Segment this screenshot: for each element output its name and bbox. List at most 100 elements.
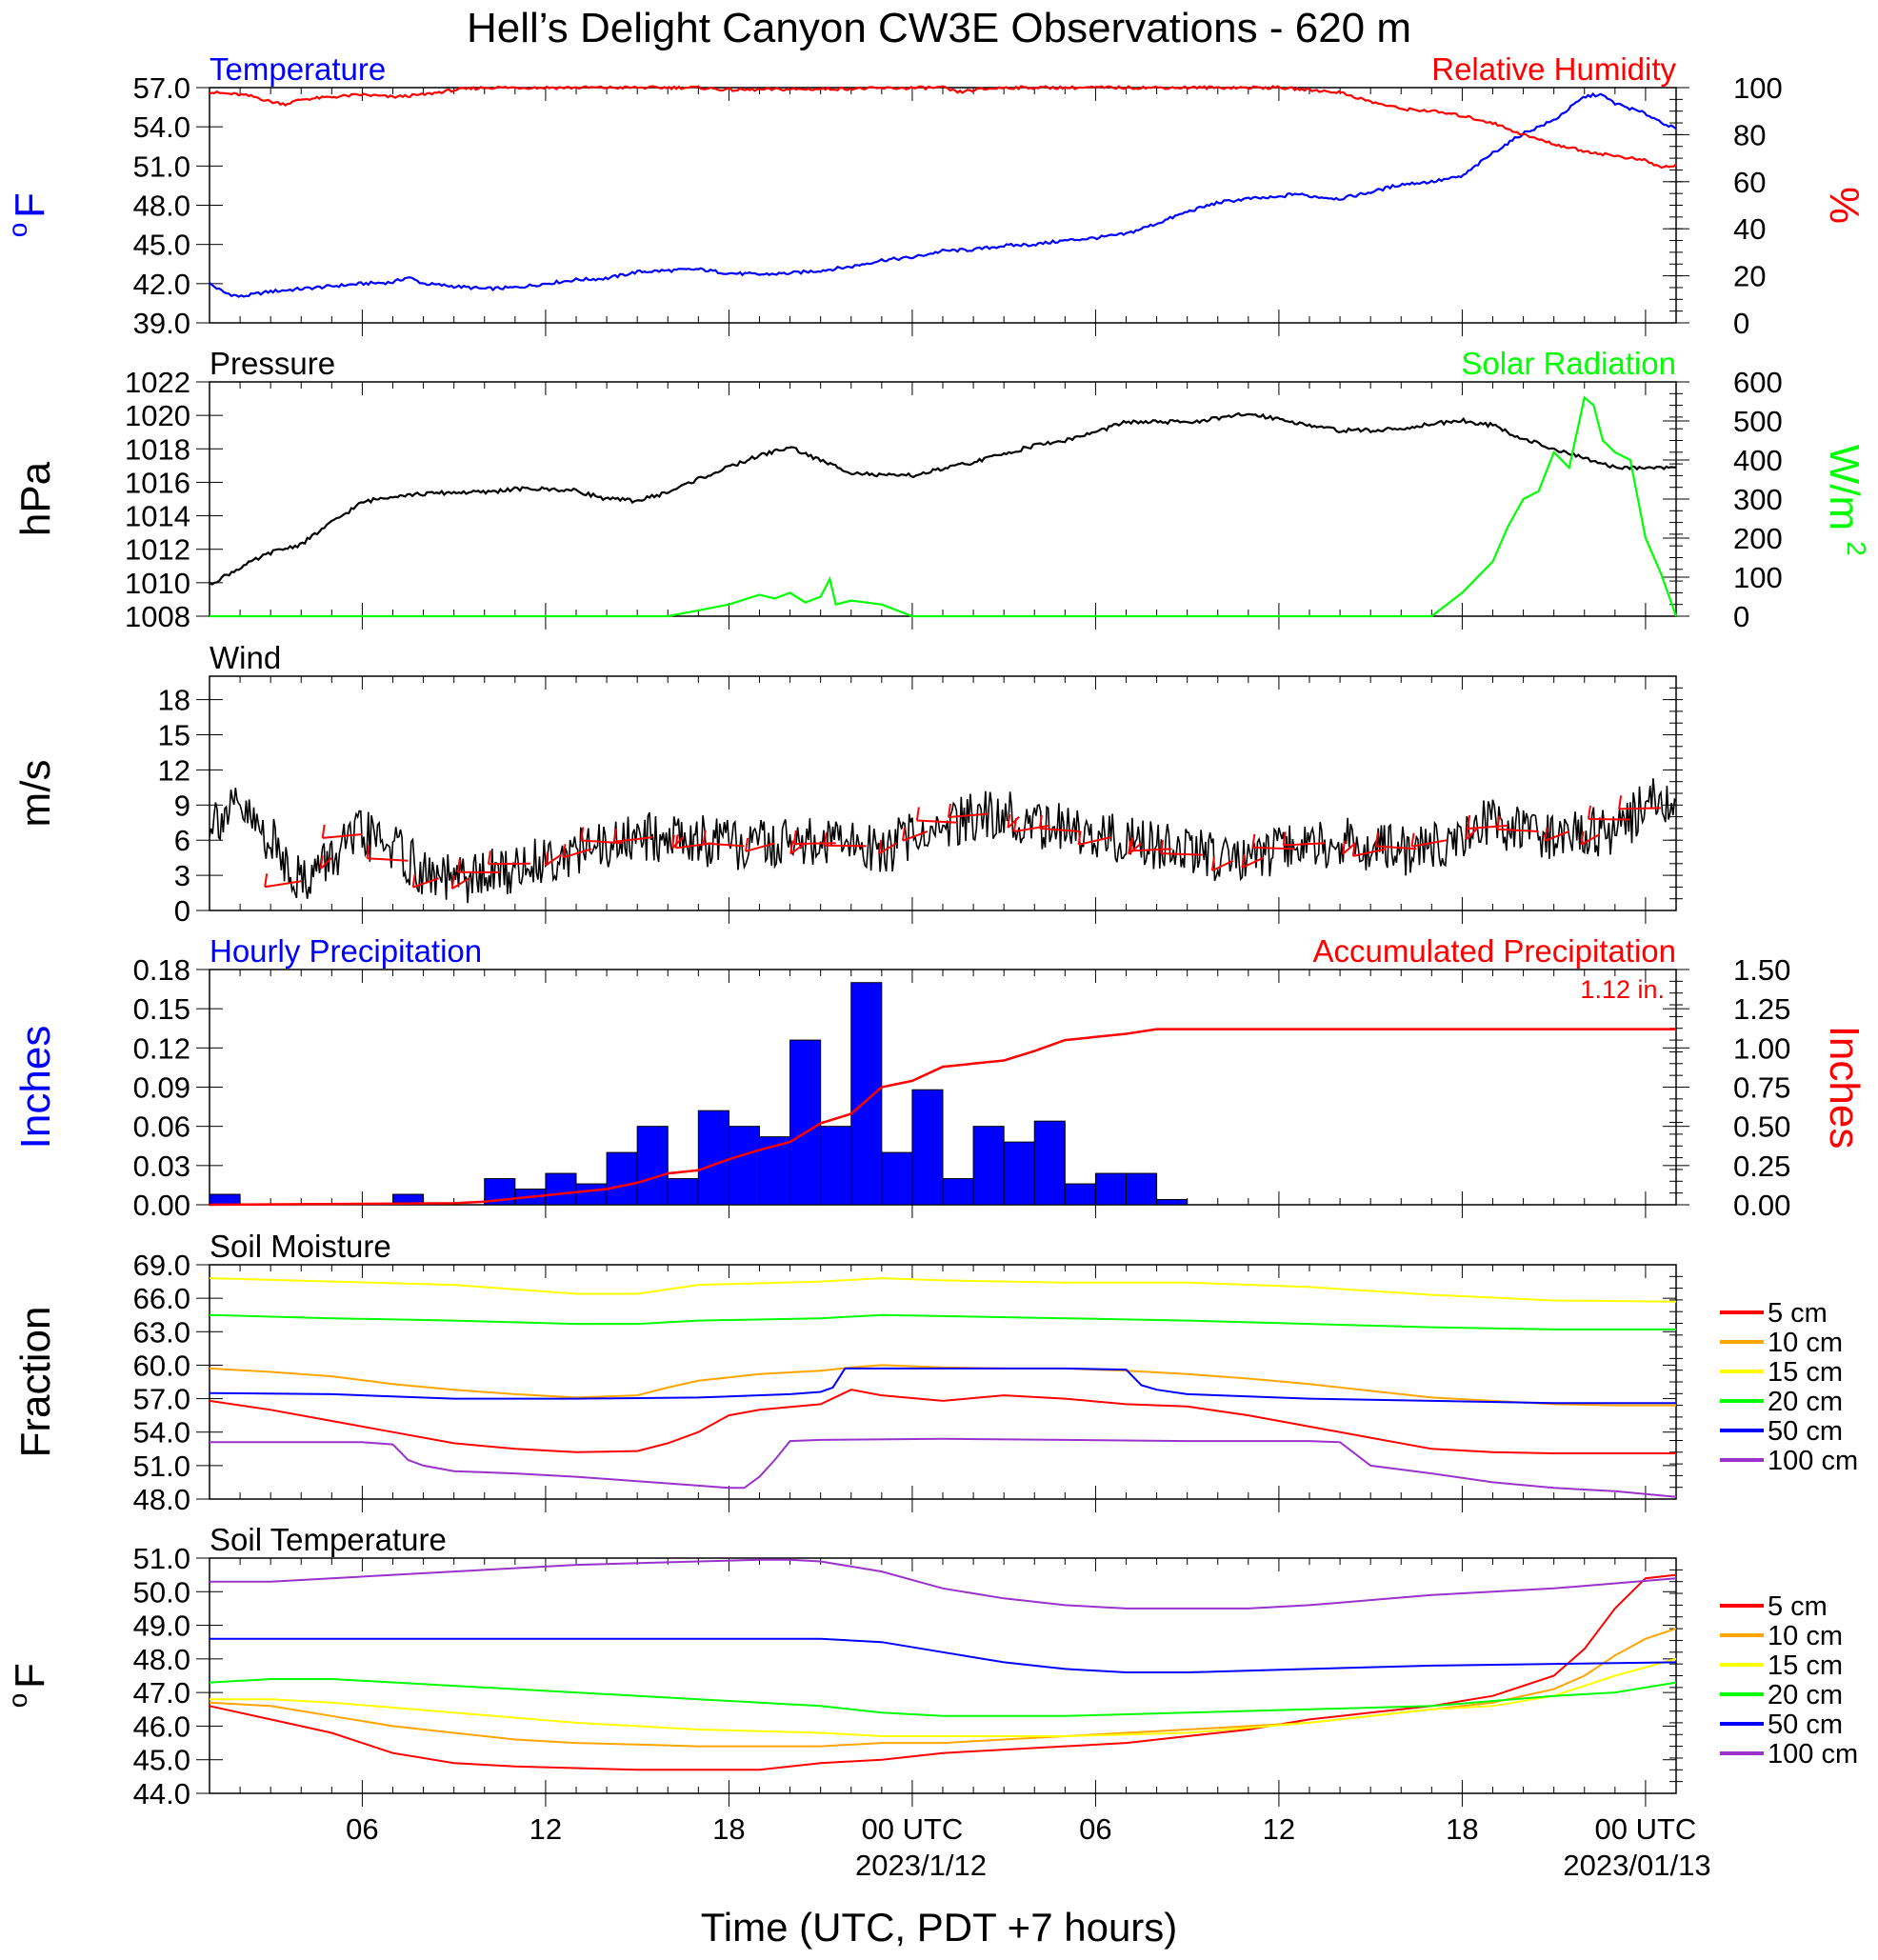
panel-3-wind-barb xyxy=(1241,856,1265,869)
panel-4-y-tick-label: 0.06 xyxy=(133,1110,190,1144)
panel-4-precip-bar xyxy=(1003,1141,1035,1206)
panel-3-wind-barb-flag xyxy=(264,873,269,888)
x-tick-label: 00 UTC xyxy=(862,1812,964,1846)
panel-6-series-5 xyxy=(210,1558,1677,1610)
panel-5-y-tick-label: 60.0 xyxy=(133,1349,190,1382)
panel-6-series-3 xyxy=(209,1678,1677,1717)
panel-3-wind-barb-flag xyxy=(823,831,828,846)
panel-2-series-1 xyxy=(210,395,1678,618)
panel-3-wind-barb xyxy=(916,819,959,824)
panel-5-y-tick-label: 48.0 xyxy=(133,1483,190,1516)
panel-1-title-right: Relative Humidity xyxy=(1431,51,1676,87)
x-tick-label: 18 xyxy=(1446,1812,1478,1846)
panel-5-legend-label: 10 cm xyxy=(1768,1328,1843,1358)
panel-4-precip-bar xyxy=(881,1151,913,1206)
panel-5-series-2 xyxy=(209,1277,1677,1303)
panel-5-series-3 xyxy=(209,1313,1676,1330)
panel-3-wind-barb xyxy=(545,853,562,867)
panel-3-wind-barb xyxy=(563,848,592,859)
panel-3-y-tick-label: 15 xyxy=(158,719,190,752)
panel-3-wind-barb-flag xyxy=(1282,831,1287,846)
x-tick-label: 12 xyxy=(529,1812,562,1846)
panel-2-y-tick-label: 1012 xyxy=(125,533,190,567)
panel-5-y-tick-label: 54.0 xyxy=(133,1416,190,1450)
x-tick-label: 12 xyxy=(1263,1812,1295,1846)
panel-2-y2-tick-label: 0 xyxy=(1733,600,1749,633)
panel-3-wind-barb xyxy=(1007,815,1020,829)
panel-3-wind-barb xyxy=(319,856,333,870)
panel-4-y-label: Inches xyxy=(12,1026,59,1150)
panel-4-precip-bar xyxy=(1064,1183,1096,1206)
panel-3-wind-barb-flag xyxy=(456,858,461,872)
panel-6-y-tick-label: 50.0 xyxy=(133,1575,190,1609)
panel-1-y-tick-label: 57.0 xyxy=(133,71,190,105)
panel-3-wind-barb xyxy=(703,842,745,848)
panel-3-wind-barb xyxy=(1161,852,1203,856)
panel-6-series-4 xyxy=(210,1637,1677,1673)
panel-3-y-label: m/s xyxy=(12,760,59,828)
panel-3-wind-barb xyxy=(613,836,653,843)
panel-3-wind-barb xyxy=(948,812,989,818)
panel-1-y-label-text: F xyxy=(7,192,53,218)
panel-1-y2-tick-label: 40 xyxy=(1733,212,1766,246)
panel-4-precip-bar xyxy=(1094,1172,1127,1206)
panel-2-y2-label-exp: 2 xyxy=(1842,541,1871,556)
panel-3-wind-barb xyxy=(367,857,409,862)
panel-6-legend-label: 15 cm xyxy=(1768,1650,1843,1681)
panel-4-precip-bar xyxy=(850,982,883,1206)
panel-4-precip-bar xyxy=(972,1126,1005,1206)
panel-3-wind-barb-flag xyxy=(544,851,549,866)
panel-3-y-tick-label: 9 xyxy=(174,789,190,822)
panel-5-series-0 xyxy=(209,1389,1676,1454)
panel-3-wind-barb-flag xyxy=(1467,814,1471,830)
panel-2-y-tick-label: 1010 xyxy=(125,567,190,600)
x-tick-label: 06 xyxy=(346,1812,378,1846)
panel-4-precip-bar xyxy=(942,1178,974,1206)
panel-3-wind-barb-flag xyxy=(1618,795,1623,810)
panel-3-wind-barb xyxy=(1465,828,1479,841)
panel-4-y2-tick-label: 1.00 xyxy=(1733,1031,1790,1065)
panel-3-y-label-text: m/s xyxy=(12,760,59,828)
panel-3-wind-barb xyxy=(824,844,867,848)
panel-2-y-tick-label: 1016 xyxy=(125,466,190,499)
panel-4-y2-label-text: Inches xyxy=(1821,1026,1868,1150)
panel-4-precip-bar xyxy=(1033,1120,1066,1206)
panel-3-wind-barb xyxy=(322,833,363,839)
panel-3-wind-barb-flag xyxy=(878,839,883,854)
panel-5-y-tick-label: 63.0 xyxy=(133,1315,190,1349)
panel-3-y-tick-label: 6 xyxy=(174,824,190,857)
panel-1-y2-tick-label: 20 xyxy=(1733,260,1766,293)
panel-6-series-0 xyxy=(209,1573,1677,1771)
panel-2-title-right: Solar Radiation xyxy=(1461,346,1676,381)
panel-3-wind-barb-flag xyxy=(319,855,324,870)
panel-4-y2-tick-label: 1.25 xyxy=(1733,992,1790,1026)
panel-3-wind-barb xyxy=(745,842,775,852)
panel-1-y-tick-label: 39.0 xyxy=(133,307,190,340)
panel-1-y2-tick-label: 80 xyxy=(1733,118,1766,151)
panel-3-wind-barb-flag xyxy=(792,830,797,845)
panel-6-y-tick-label: 46.0 xyxy=(133,1710,190,1743)
panel-2-frame xyxy=(209,381,1677,617)
panel-1-y-tick-label: 42.0 xyxy=(133,268,190,301)
panel-3-wind-barb-flag xyxy=(670,834,675,849)
panel-3-wind-barb xyxy=(1211,859,1234,872)
panel-3-wind-barb-flag xyxy=(1077,830,1082,845)
panel-3-wind-barb-flag xyxy=(1251,833,1256,848)
panel-5-series-4 xyxy=(209,1367,1676,1405)
panel-5-y-label-text: Fraction xyxy=(12,1307,59,1458)
panel-4-precip-bar xyxy=(789,1039,822,1206)
panel-3-wind-barb xyxy=(1342,842,1356,855)
panel-3-wind-barb xyxy=(1497,828,1539,832)
panel-2-y2-tick-label: 100 xyxy=(1733,561,1783,594)
panel-3-wind-barb xyxy=(1581,833,1601,846)
panel-1-y-label-degree: o xyxy=(3,223,32,238)
panel-6-series-1 xyxy=(209,1628,1677,1748)
panel-2-y2-tick-label: 200 xyxy=(1733,522,1783,555)
panel-3-wind-barb xyxy=(1283,842,1326,847)
panel-4-y-tick-label: 0.18 xyxy=(133,953,190,987)
panel-5-y-label: Fraction xyxy=(12,1307,59,1458)
panel-1-y-tick-label: 51.0 xyxy=(133,150,190,183)
panel-1-y-tick-label: 54.0 xyxy=(133,110,190,144)
panel-5-title-left: Soil Moisture xyxy=(210,1229,391,1264)
panel-4-y-tick-label: 0.15 xyxy=(133,992,190,1026)
